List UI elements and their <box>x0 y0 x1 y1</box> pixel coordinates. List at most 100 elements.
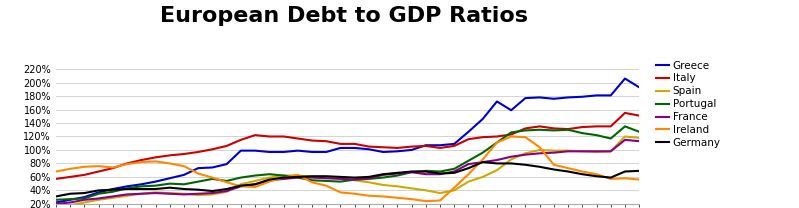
France <box>51 203 61 205</box>
Ireland <box>137 161 146 163</box>
Portugal <box>293 176 303 179</box>
Greece <box>222 163 232 165</box>
Spain <box>179 192 189 195</box>
France <box>606 150 615 152</box>
Ireland <box>279 176 288 179</box>
Italy <box>535 125 544 128</box>
Portugal <box>279 174 288 177</box>
Ireland <box>250 186 260 188</box>
Italy <box>165 154 174 157</box>
Italy <box>463 138 473 140</box>
Portugal <box>51 199 61 201</box>
Germany <box>250 183 260 186</box>
Spain <box>165 192 174 194</box>
Greece <box>507 109 516 111</box>
Greece <box>578 95 587 98</box>
France <box>208 192 217 194</box>
Greece <box>122 185 132 188</box>
France <box>264 179 274 182</box>
France <box>250 183 260 186</box>
Greece <box>634 86 644 89</box>
Germany <box>634 170 644 172</box>
Ireland <box>507 135 516 138</box>
France <box>151 192 161 194</box>
Portugal <box>521 129 531 132</box>
Spain <box>279 174 288 177</box>
Portugal <box>421 170 431 172</box>
Spain <box>151 191 161 194</box>
Greece <box>193 167 203 169</box>
Italy <box>620 112 630 114</box>
France <box>620 139 630 141</box>
Spain <box>250 180 260 182</box>
Germany <box>364 176 374 178</box>
Portugal <box>250 174 260 177</box>
France <box>634 140 644 142</box>
Greece <box>350 147 360 149</box>
Italy <box>222 145 232 147</box>
Germany <box>208 190 217 192</box>
Portugal <box>478 151 487 154</box>
Portugal <box>321 180 331 182</box>
Spain <box>606 150 615 152</box>
Spain <box>592 151 602 153</box>
Germany <box>93 189 103 192</box>
Italy <box>606 125 615 128</box>
Greece <box>535 96 544 99</box>
Ireland <box>492 141 502 144</box>
Greece <box>93 191 103 194</box>
Ireland <box>93 165 103 167</box>
Italy <box>592 125 602 128</box>
Italy <box>634 114 644 117</box>
Germany <box>463 167 473 169</box>
France <box>463 163 473 165</box>
Ireland <box>435 199 445 202</box>
Ireland <box>634 178 644 181</box>
Greece <box>279 151 288 153</box>
Germany <box>122 188 132 190</box>
Ireland <box>606 178 615 180</box>
France <box>137 192 146 195</box>
Germany <box>279 176 288 179</box>
Italy <box>137 159 146 161</box>
Germany <box>151 188 161 190</box>
Germany <box>563 170 573 173</box>
Portugal <box>66 198 75 200</box>
Line: Germany: Germany <box>56 162 639 196</box>
Portugal <box>463 160 473 162</box>
Germany <box>165 186 174 189</box>
Spain <box>236 183 245 186</box>
Greece <box>421 144 431 146</box>
Ireland <box>293 174 303 176</box>
Germany <box>350 176 360 179</box>
France <box>563 150 573 152</box>
Germany <box>336 176 345 178</box>
Portugal <box>307 179 316 182</box>
Greece <box>563 96 573 99</box>
Spain <box>392 185 402 188</box>
Ireland <box>80 166 89 168</box>
Portugal <box>336 180 345 183</box>
Greece <box>66 199 75 201</box>
Portugal <box>80 197 89 200</box>
Italy <box>321 140 331 142</box>
Line: Portugal: Portugal <box>56 126 639 200</box>
Line: France: France <box>56 140 639 204</box>
Germany <box>620 170 630 173</box>
Greece <box>250 149 260 152</box>
Italy <box>392 147 402 149</box>
Spain <box>407 187 416 190</box>
Line: Spain: Spain <box>56 136 639 206</box>
France <box>450 170 459 173</box>
Germany <box>222 188 232 190</box>
Italy <box>478 136 487 138</box>
Greece <box>179 174 189 176</box>
Portugal <box>507 131 516 134</box>
France <box>478 161 487 163</box>
France <box>193 192 203 195</box>
Portugal <box>634 131 644 133</box>
France <box>379 174 388 176</box>
Spain <box>421 189 431 192</box>
Greece <box>236 149 245 152</box>
Italy <box>236 139 245 141</box>
